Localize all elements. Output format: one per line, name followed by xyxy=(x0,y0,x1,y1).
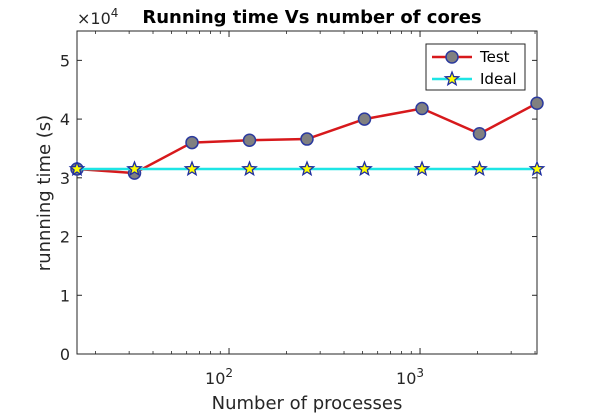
data-point xyxy=(185,135,199,150)
y-multiplier: ×104 xyxy=(77,6,118,28)
data-point xyxy=(472,127,487,141)
series-ideal xyxy=(68,160,546,177)
data-point xyxy=(241,160,258,177)
x-axis-label: Number of processes xyxy=(212,393,403,414)
data-point xyxy=(471,160,488,177)
legend-test-label: Test xyxy=(479,48,510,66)
y-tick-label: 2 xyxy=(60,228,70,247)
data-point xyxy=(68,160,86,177)
y-axis: 0 1 2 3 4 5 xyxy=(60,51,537,364)
data-point xyxy=(357,112,372,126)
data-point xyxy=(530,96,544,110)
y-tick-label: 1 xyxy=(60,286,70,305)
legend-ideal-label: Ideal xyxy=(480,70,517,88)
series-layer xyxy=(68,96,546,180)
x-axis: 102 103 xyxy=(95,31,536,388)
y-tick-label: 4 xyxy=(60,110,70,129)
data-point xyxy=(300,132,314,146)
legend-box xyxy=(425,43,526,91)
chart-title: Running time Vs number of cores xyxy=(142,7,481,28)
x-tick-label: 102 xyxy=(205,366,233,388)
legend-ideal-marker xyxy=(443,70,461,87)
series-test xyxy=(70,96,544,180)
data-point xyxy=(415,101,429,116)
data-point xyxy=(356,160,373,177)
legend: Test Ideal xyxy=(425,43,526,91)
data-point xyxy=(298,160,316,177)
x-tick-label: 103 xyxy=(396,366,424,388)
y-axis-label: runnning time (s) xyxy=(34,115,55,271)
y-tick-label: 5 xyxy=(60,51,70,70)
y-tick-label: 3 xyxy=(60,169,70,188)
data-point xyxy=(242,133,257,147)
data-point xyxy=(413,160,431,177)
y-tick-label: 0 xyxy=(60,345,70,364)
legend-test-marker xyxy=(445,50,459,64)
data-point xyxy=(528,160,546,177)
data-point xyxy=(183,160,201,177)
data-point xyxy=(126,160,143,177)
